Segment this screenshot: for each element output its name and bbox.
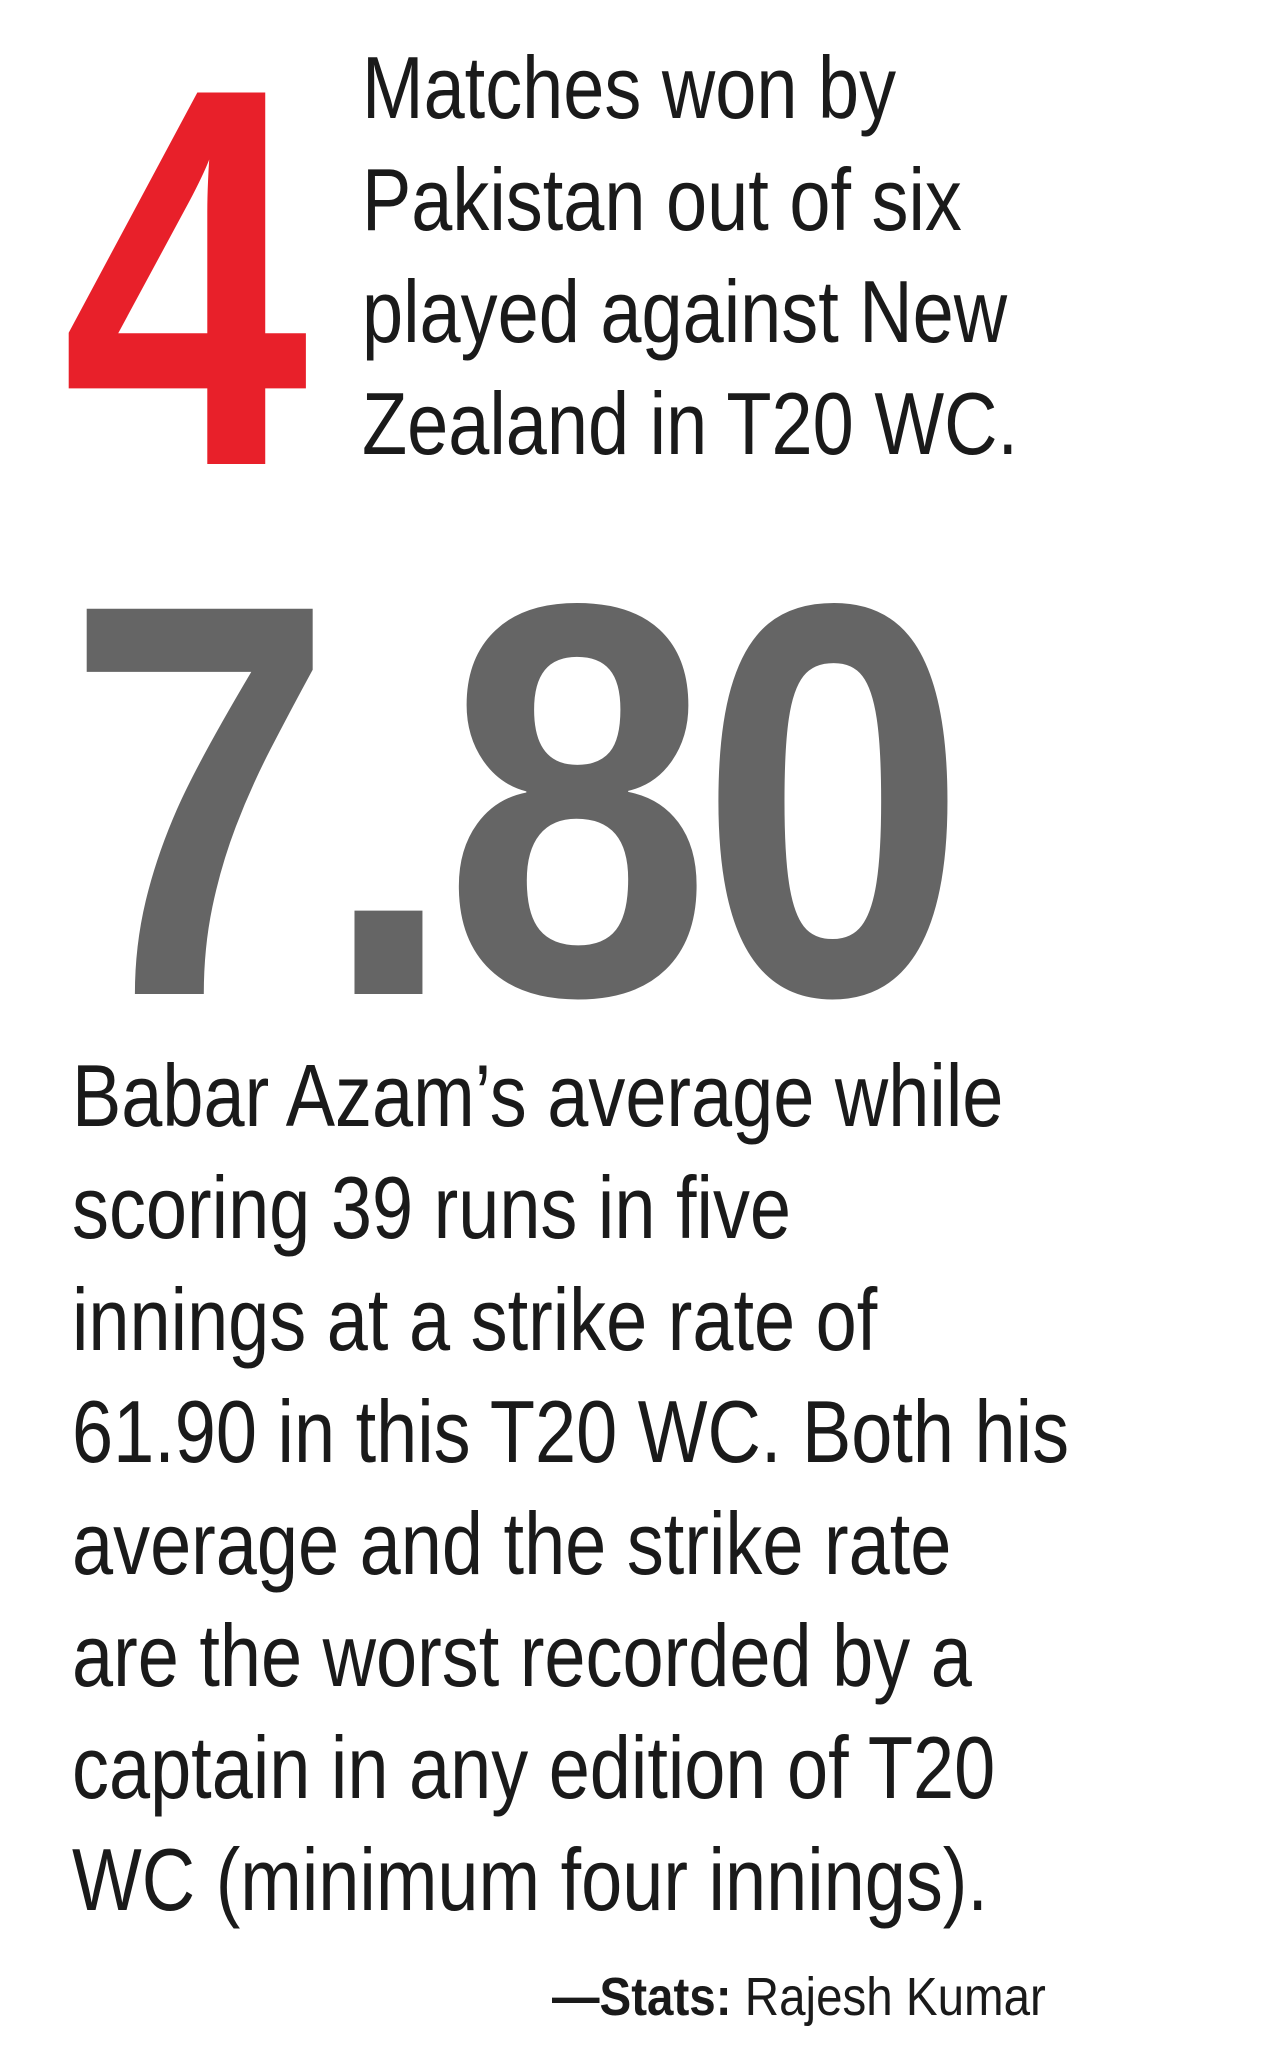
text-line: Pakistan out of six (362, 150, 962, 249)
stat-number-average: 7.80 (66, 487, 967, 1113)
stat-number-matches-won: 4 (62, 0, 308, 579)
text-line: played against New (362, 262, 1008, 361)
text-line: average and the strike rate (72, 1494, 952, 1593)
text-line: 61.90 in this T20 WC. Both his (72, 1382, 1070, 1481)
credit-name: Rajesh Kumar (744, 1967, 1046, 2027)
text-line: WC (minimum four innings). (72, 1830, 988, 1929)
text-line: Babar Azam’s average while (72, 1046, 1004, 1145)
text-line: are the worst recorded by a (72, 1606, 972, 1705)
stat-description-average: Babar Azam’s average while scoring 39 ru… (72, 1040, 1259, 1936)
text-line: scoring 39 runs in five (72, 1158, 792, 1257)
text-line: Zealand in T20 WC. (362, 374, 1019, 473)
stat-description-matches-won: Matches won by Pakistan out of six playe… (362, 32, 1143, 480)
text-line: captain in any edition of T20 (72, 1718, 996, 1817)
text-line: innings at a strike rate of (72, 1270, 878, 1369)
text-line: Matches won by (362, 38, 897, 137)
credit-label: —Stats: (552, 1967, 732, 2027)
stats-credit: —Stats: Rajesh Kumar (552, 1962, 1046, 2032)
